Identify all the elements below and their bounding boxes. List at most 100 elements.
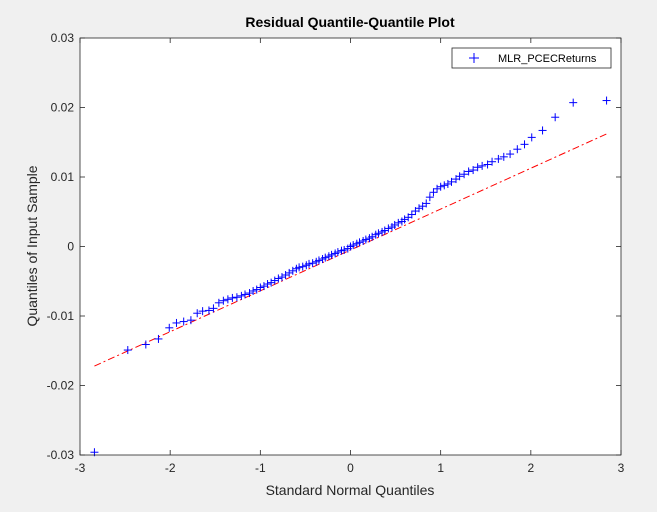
data-point [473, 163, 482, 172]
x-axis-ticks: -3 -2 -1 0 1 2 3 [75, 38, 625, 475]
data-point [551, 113, 560, 122]
y-tick-label: 0.02 [51, 101, 75, 115]
data-point [602, 96, 611, 105]
data-point [513, 145, 522, 154]
y-axis-ticks: -0.03 -0.02 -0.01 0 0.01 0.02 0.03 [47, 31, 621, 462]
data-point [327, 250, 336, 259]
data-point [141, 340, 150, 349]
data-point [494, 154, 503, 163]
data-point [193, 309, 202, 318]
data-point [355, 238, 364, 247]
y-tick-label: -0.01 [47, 309, 75, 323]
data-point [464, 167, 473, 176]
data-point [267, 278, 276, 287]
data-point [499, 152, 508, 161]
data-point [305, 259, 314, 268]
data-point [394, 218, 403, 227]
plot-content [90, 96, 611, 457]
data-point [179, 317, 188, 326]
data-point [361, 235, 370, 244]
legend-label: MLR_PCECReturns [498, 53, 597, 65]
data-point [429, 188, 438, 197]
data-point [340, 245, 349, 254]
data-point [415, 204, 424, 213]
data-point [308, 259, 317, 268]
data-point [277, 273, 286, 282]
data-point [460, 170, 469, 179]
data-point [198, 307, 207, 316]
x-tick-label: -3 [75, 461, 86, 475]
x-tick-label: 1 [437, 461, 444, 475]
legend: MLR_PCECReturns [451, 47, 612, 69]
x-tick-label: -2 [165, 461, 176, 475]
data-point [285, 268, 294, 277]
data-point [506, 150, 515, 159]
data-point [569, 98, 578, 107]
data-point [368, 232, 377, 241]
data-point [349, 241, 358, 250]
data-point [333, 248, 342, 257]
legend-box [451, 47, 612, 69]
data-point [252, 285, 261, 294]
x-tick-label: 3 [618, 461, 625, 475]
data-point [520, 140, 529, 149]
data-point [374, 229, 383, 238]
data-point [436, 182, 445, 191]
data-point [433, 184, 442, 193]
data-point [483, 160, 492, 169]
data-point [245, 289, 254, 298]
data-point [274, 274, 283, 283]
data-point [154, 334, 163, 343]
data-point [538, 126, 547, 135]
x-axis-label: Standard Normal Quantiles [266, 482, 435, 498]
data-point [298, 262, 307, 271]
y-tick-label: 0.03 [51, 31, 75, 45]
y-tick-label: -0.02 [47, 379, 75, 393]
data-point [407, 210, 416, 219]
data-point [241, 290, 250, 299]
data-point [259, 282, 268, 291]
data-point [281, 270, 290, 279]
data-point [440, 181, 449, 190]
y-axis-label: Quantiles of Input Sample [24, 165, 40, 326]
data-point [204, 306, 213, 315]
data-point [384, 224, 393, 233]
data-point [400, 215, 409, 224]
data-point [209, 304, 218, 313]
data-point [186, 316, 195, 325]
data-point [422, 199, 431, 208]
x-tick-label: 2 [527, 461, 534, 475]
data-point [123, 346, 132, 355]
data-point [447, 177, 456, 186]
x-tick-label: 0 [347, 461, 354, 475]
data-point [425, 193, 434, 202]
data-point [237, 291, 246, 300]
data-point [228, 293, 237, 302]
data-point [443, 179, 452, 188]
data-point [172, 318, 181, 327]
data-point [321, 253, 330, 262]
data-point [455, 172, 464, 181]
y-tick-label: 0.01 [51, 170, 75, 184]
data-point [223, 295, 232, 304]
data-point [469, 166, 478, 175]
data-point [232, 293, 241, 302]
data-point [270, 276, 279, 285]
data-point [478, 161, 487, 170]
data-point [527, 133, 536, 142]
data-point [219, 296, 228, 305]
data-point [380, 226, 389, 235]
chart-title: Residual Quantile-Quantile Plot [245, 14, 455, 30]
data-point [288, 266, 297, 275]
data-point [249, 286, 258, 295]
x-tick-label: -1 [255, 461, 266, 475]
data-point [295, 263, 304, 272]
y-tick-label: 0 [67, 240, 74, 254]
data-point [256, 283, 265, 292]
data-point [214, 298, 223, 307]
y-tick-label: -0.03 [47, 448, 75, 462]
data-point [488, 157, 497, 166]
data-point [390, 220, 399, 229]
data-point [314, 256, 323, 265]
